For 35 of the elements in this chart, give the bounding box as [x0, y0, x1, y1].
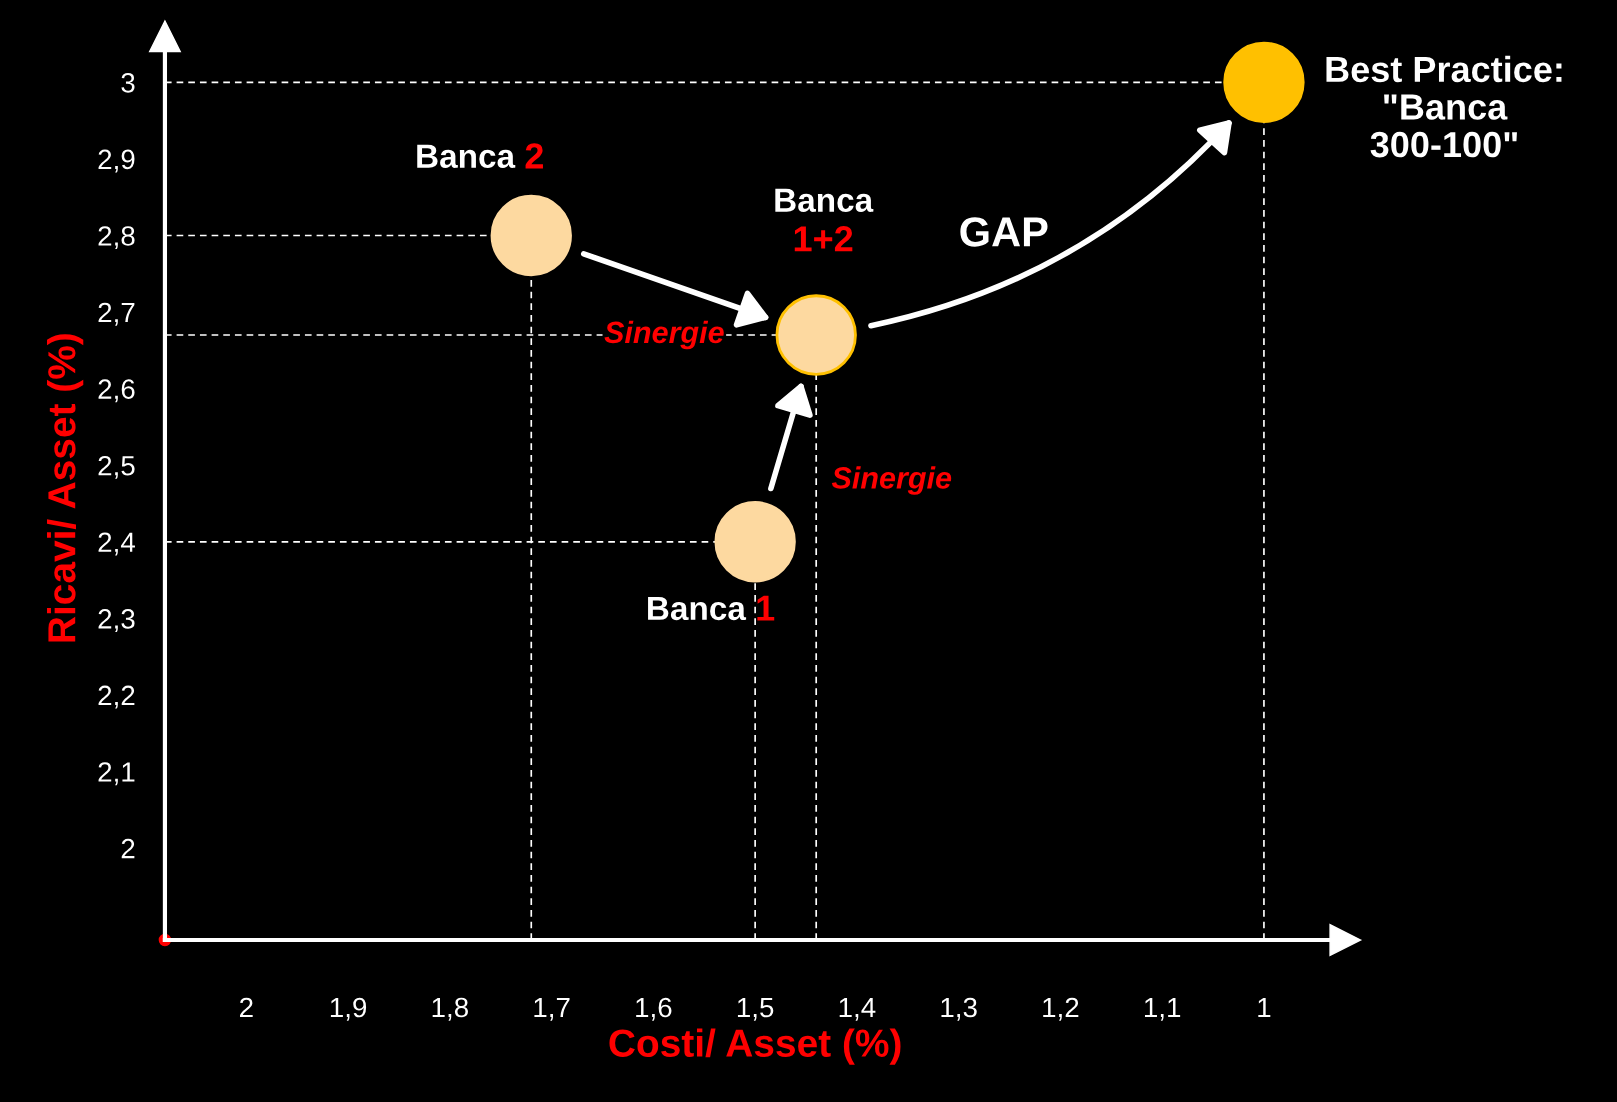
y-tick-label: 2,1 [98, 762, 135, 786]
y-axis-title: Ricavi/ Asset (%) [47, 334, 84, 642]
series-label: Best Practice: "Banca 300-100" [1326, 55, 1562, 158]
point [714, 501, 796, 583]
x-tick-label: 1,6 [636, 997, 672, 1021]
y-tick-label: 2,9 [98, 149, 135, 173]
annotation: GAP [960, 217, 1048, 247]
y-tick-label: 2,2 [98, 685, 135, 709]
x-tick-label: 1,8 [432, 997, 468, 1021]
y-tick-label: 2,7 [98, 302, 135, 326]
y-tick-label: 2,5 [98, 455, 135, 479]
y-tick-label: 2 [121, 838, 135, 859]
series-label: Banca 1+2 [775, 188, 874, 252]
annotation: Sinergie [604, 320, 724, 350]
x-tick-label: 1,9 [330, 997, 367, 1021]
annotation: Sinergie [831, 466, 952, 495]
y-tick-label: 2,4 [98, 532, 135, 556]
y-tick-label: 2,6 [98, 379, 135, 403]
point [490, 194, 572, 277]
point [1223, 41, 1305, 123]
x-tick-label: 1,2 [1043, 997, 1079, 1021]
y-tick-label: 2,3 [98, 609, 135, 632]
x-tick-label: 1,4 [839, 997, 876, 1021]
y-tick-label: 3 [121, 72, 135, 93]
x-tick-label: 1,7 [534, 997, 570, 1021]
y-tick-label: 2,8 [98, 226, 135, 250]
x-tick-label: 1,3 [941, 997, 977, 1021]
x-tick-label: 2 [240, 997, 253, 1018]
x-tick-label: 1 [1258, 997, 1271, 1018]
series-label: Banca 1 [648, 595, 775, 621]
series-label: Banca 2 [417, 143, 543, 169]
x-tick-label: 1,1 [1144, 997, 1181, 1021]
x-axis-title: Costi/ Asset (%) [609, 1028, 901, 1065]
point [775, 294, 857, 376]
x-tick-label: 1,5 [737, 997, 774, 1021]
